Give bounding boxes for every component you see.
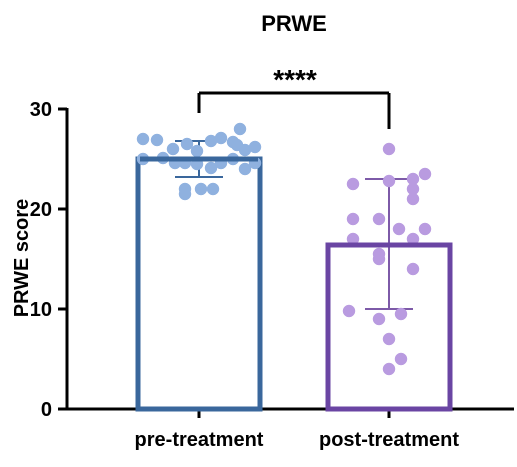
post-treatment-point-15: [372, 247, 386, 261]
post-treatment-point-7: [406, 192, 420, 206]
plot-area: 0 10 20 30 pre-treatment post-treatment: [30, 91, 514, 451]
significance-label: ****: [273, 64, 317, 95]
post-treatment-point-18: [342, 304, 356, 318]
y-axis-label: PRWE score: [11, 199, 33, 318]
pre-treatment-point-4: [180, 137, 194, 151]
post-treatment-point-2: [346, 177, 360, 191]
post-treatment-point-19: [372, 312, 386, 326]
pre-treatment-point-21: [238, 162, 252, 176]
post-treatment-point-21: [394, 352, 408, 366]
y-tick-label-30: 30: [30, 99, 52, 121]
post-treatment-point-12: [418, 222, 432, 236]
pre-treatment-point-18: [204, 161, 218, 175]
pre-treatment-point-10: [248, 140, 262, 154]
post-treatment-point-22: [382, 362, 396, 376]
post-treatment-point-5: [418, 167, 432, 181]
pre-treatment-point-25: [194, 182, 208, 196]
chart-title: PRWE: [261, 11, 327, 36]
post-treatment-point-9: [372, 212, 386, 226]
post-treatment-point-1: [382, 142, 396, 156]
post-treatment-point-13: [392, 222, 406, 236]
post-treatment-point-8: [346, 212, 360, 226]
pre-treatment-point-1: [136, 132, 150, 146]
pre-treatment-point-5: [190, 144, 204, 158]
pre-treatment-point-3: [166, 142, 180, 156]
pre-treatment-point-7: [214, 131, 228, 145]
y-tick-label-10: 10: [30, 299, 52, 321]
post-treatment-point-20: [382, 332, 396, 346]
pre-treatment-point-2: [150, 133, 164, 147]
y-tick-label-0: 0: [41, 399, 52, 421]
post-treatment-point-3: [382, 174, 396, 188]
post-treatment-point-16: [406, 262, 420, 276]
x-tick-label-pre-treatment: pre-treatment: [135, 429, 264, 451]
post-treatment-point-17: [394, 307, 408, 321]
pre-treatment-point-11: [233, 122, 247, 136]
y-tick-label-20: 20: [30, 199, 52, 221]
x-tick-label-post-treatment: post-treatment: [319, 429, 459, 451]
pre-treatment-bar: [135, 156, 263, 412]
pre-treatment-point-24: [178, 187, 192, 201]
pre-treatment-point-12: [230, 138, 244, 152]
pre-treatment-point-26: [206, 182, 220, 196]
